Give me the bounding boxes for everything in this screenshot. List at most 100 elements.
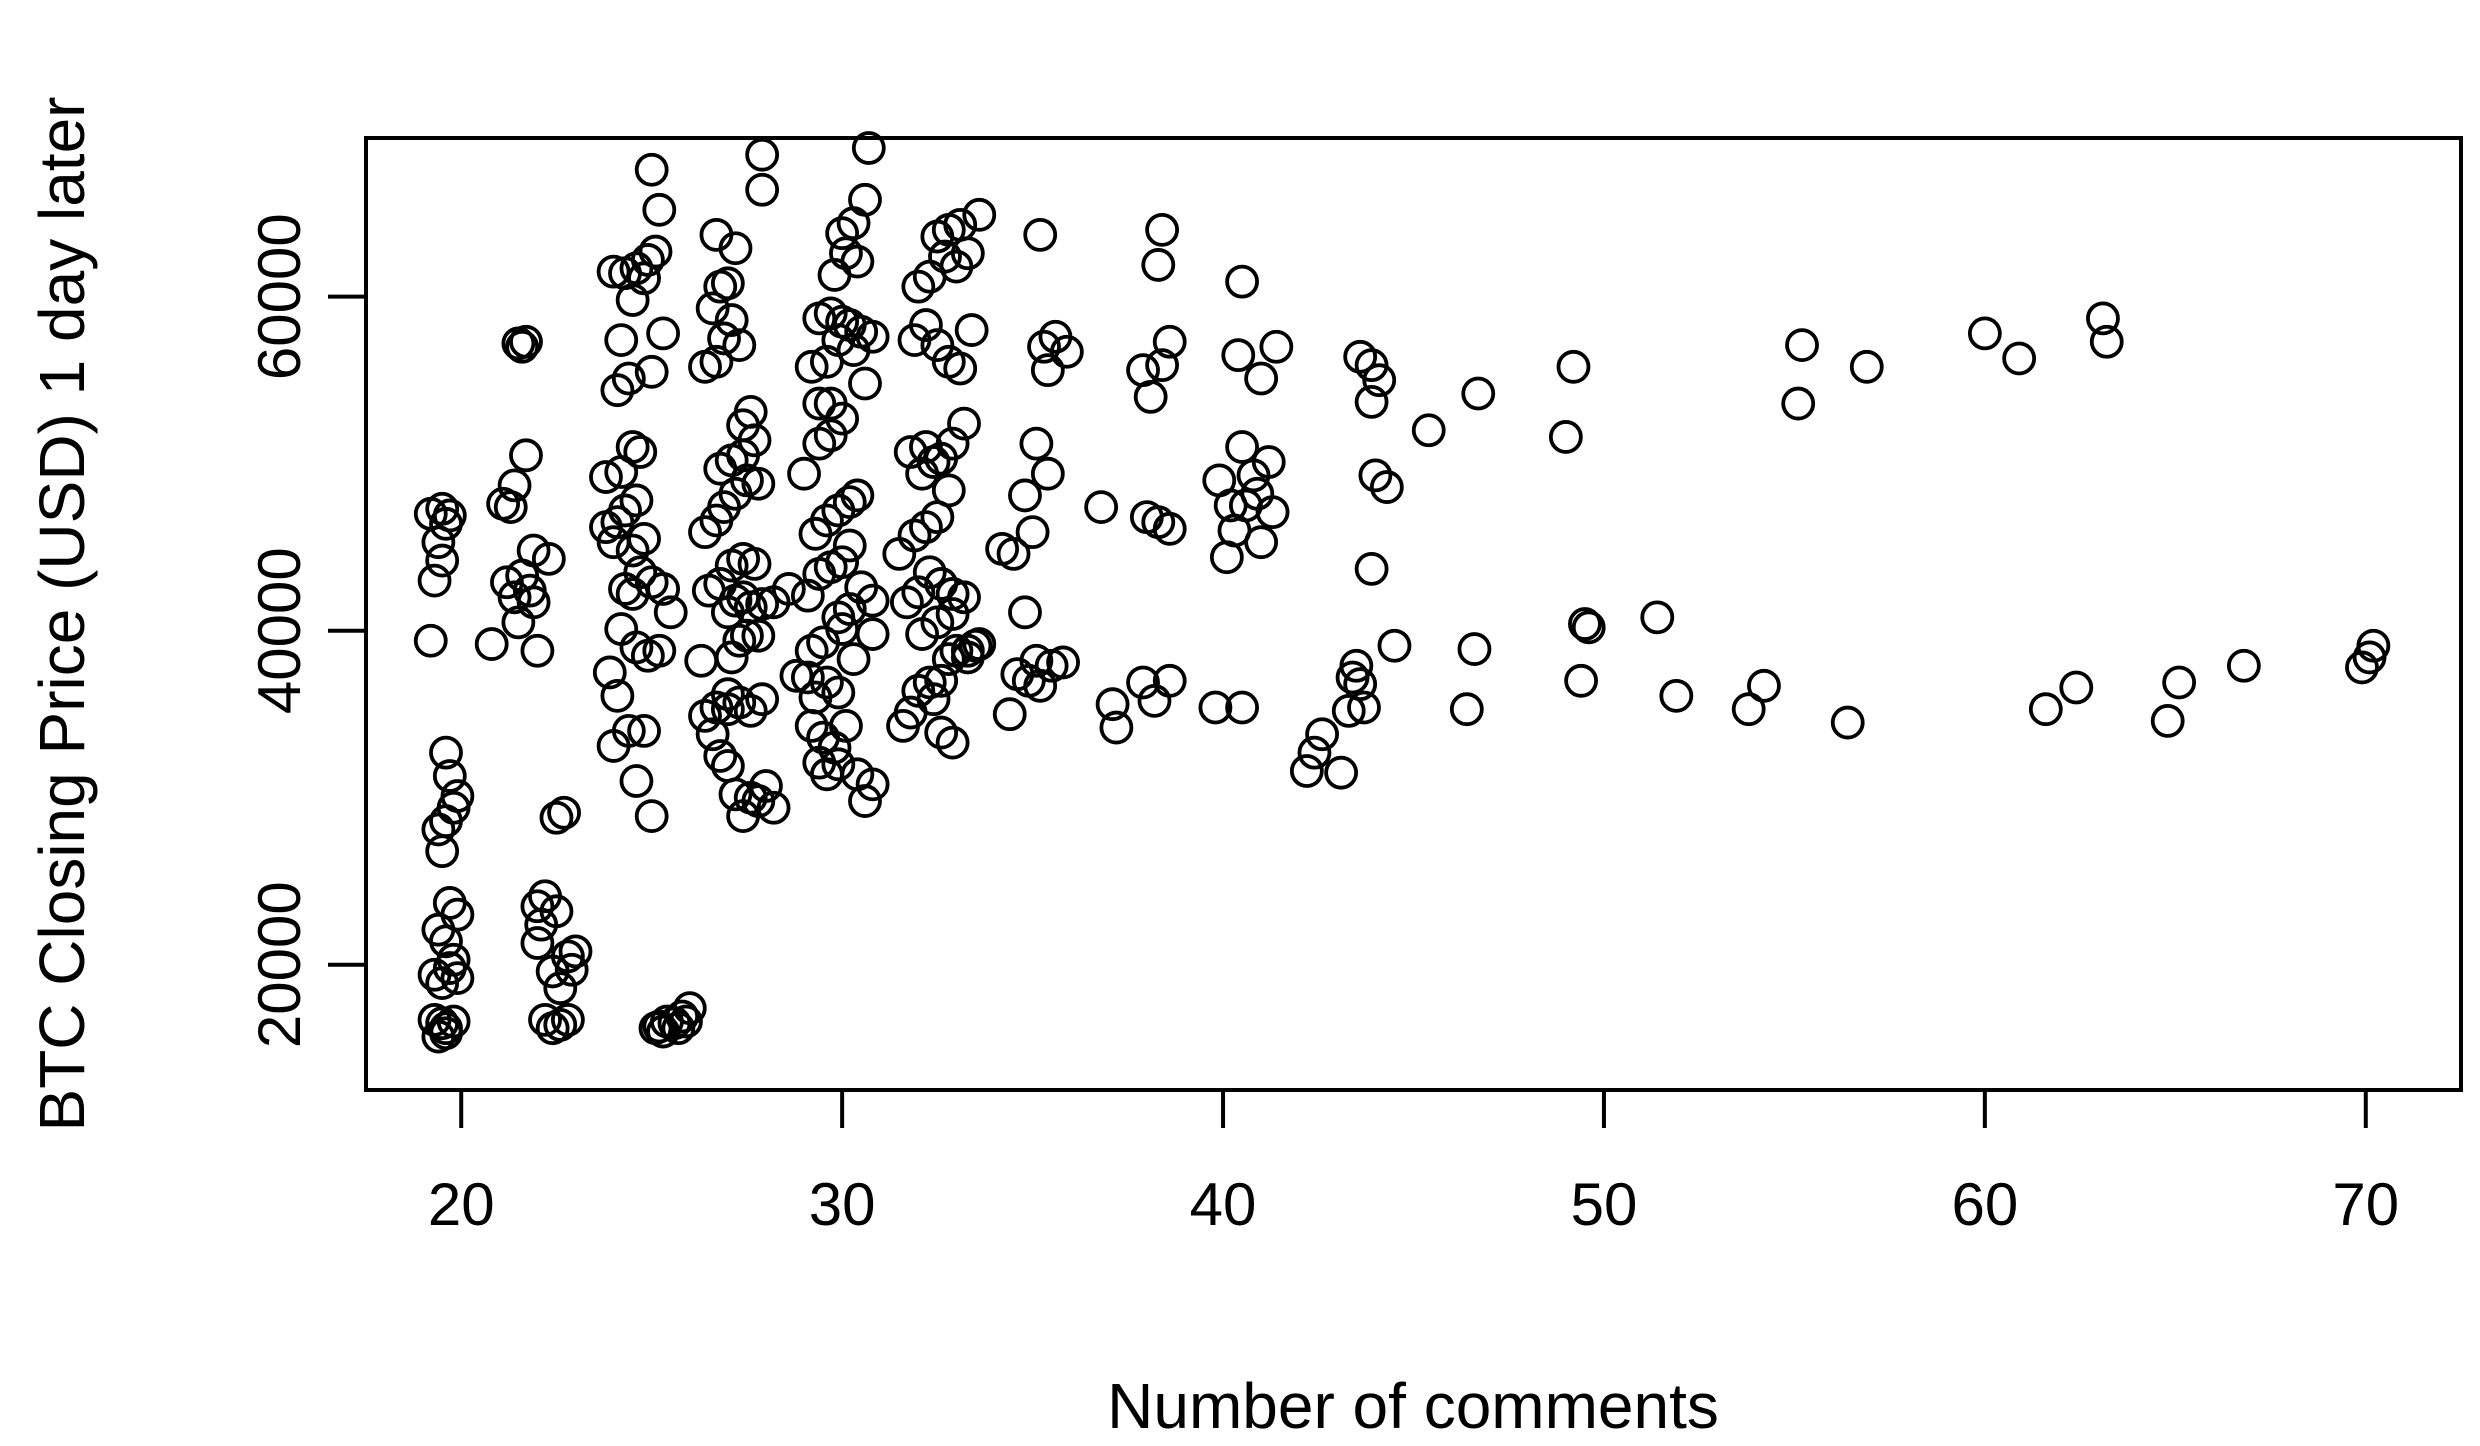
data-point bbox=[703, 567, 738, 601]
data-point bbox=[520, 889, 555, 924]
x-tick-label: 40 bbox=[1190, 1171, 1257, 1238]
data-point bbox=[787, 456, 821, 491]
data-point bbox=[821, 675, 856, 710]
data-point bbox=[1133, 379, 1168, 414]
data-point bbox=[627, 714, 661, 748]
data-point bbox=[916, 682, 951, 717]
data-point bbox=[1358, 458, 1393, 493]
y-axis: 20000 40000 60000 bbox=[246, 213, 368, 1048]
data-point bbox=[947, 406, 981, 441]
data-point bbox=[413, 623, 448, 658]
data-point bbox=[539, 894, 574, 929]
data-point bbox=[954, 313, 989, 347]
data-point bbox=[962, 197, 997, 232]
data-point bbox=[1213, 488, 1248, 523]
plot-frame bbox=[364, 136, 2463, 1092]
data-point bbox=[604, 612, 639, 646]
data-point bbox=[855, 583, 890, 618]
data-point bbox=[497, 580, 532, 615]
data-point bbox=[1019, 643, 1054, 678]
data-point bbox=[589, 460, 623, 494]
data-point bbox=[2356, 628, 2391, 663]
data-point bbox=[1849, 349, 1884, 384]
data-point bbox=[1830, 705, 1865, 740]
data-point bbox=[943, 207, 978, 242]
data-points bbox=[413, 131, 2391, 1054]
data-point bbox=[432, 886, 467, 920]
data-point bbox=[1785, 328, 1819, 363]
data-point bbox=[825, 612, 860, 646]
data-point bbox=[1008, 478, 1042, 513]
data-point bbox=[1556, 349, 1591, 384]
data-point bbox=[1457, 632, 1492, 666]
data-point bbox=[1049, 334, 1084, 369]
data-point bbox=[520, 633, 555, 668]
data-point bbox=[1236, 458, 1271, 493]
data-point bbox=[493, 490, 528, 525]
data-point bbox=[550, 1002, 585, 1037]
data-point bbox=[1225, 430, 1259, 464]
data-point bbox=[642, 192, 677, 227]
data-point bbox=[855, 617, 890, 651]
data-point bbox=[600, 373, 635, 408]
data-point bbox=[1568, 607, 1602, 641]
data-point bbox=[1461, 376, 1496, 411]
data-point bbox=[432, 759, 467, 793]
data-point bbox=[829, 709, 863, 743]
data-point bbox=[1145, 212, 1179, 247]
data-point bbox=[630, 243, 665, 277]
data-point bbox=[558, 934, 593, 969]
data-point bbox=[1152, 511, 1187, 546]
x-tick-label: 60 bbox=[1951, 1171, 2018, 1238]
data-point bbox=[1141, 248, 1176, 282]
data-point bbox=[832, 528, 867, 563]
data-point bbox=[425, 834, 460, 869]
data-point bbox=[1781, 386, 1816, 421]
data-point bbox=[1354, 348, 1389, 383]
data-point bbox=[958, 628, 993, 663]
data-point bbox=[1967, 316, 2002, 351]
data-point bbox=[1731, 692, 1766, 727]
data-point bbox=[2059, 670, 2094, 705]
data-point bbox=[802, 386, 837, 421]
data-point bbox=[733, 693, 768, 728]
data-point bbox=[745, 137, 780, 172]
data-point bbox=[1221, 338, 1256, 373]
data-point bbox=[425, 543, 460, 578]
data-point bbox=[726, 408, 760, 443]
data-point bbox=[714, 303, 749, 337]
data-point bbox=[669, 1004, 703, 1039]
data-point bbox=[547, 795, 581, 830]
data-point bbox=[848, 182, 882, 217]
data-point bbox=[1659, 678, 1694, 713]
data-point bbox=[699, 217, 734, 252]
data-point bbox=[619, 483, 654, 518]
data-point bbox=[2150, 703, 2185, 738]
data-point bbox=[935, 597, 970, 631]
data-point bbox=[516, 585, 551, 620]
data-point bbox=[992, 697, 1027, 732]
data-point bbox=[825, 216, 860, 251]
data-point bbox=[1244, 361, 1279, 396]
data-point bbox=[505, 329, 540, 364]
data-point bbox=[1126, 665, 1160, 700]
data-point bbox=[718, 777, 753, 812]
data-point bbox=[440, 779, 475, 813]
data-point bbox=[543, 971, 578, 1006]
data-point bbox=[851, 131, 886, 165]
data-point bbox=[1564, 663, 1598, 698]
data-point bbox=[592, 655, 627, 690]
data-point bbox=[611, 361, 646, 396]
data-point bbox=[931, 642, 966, 676]
data-point bbox=[912, 555, 947, 590]
data-point bbox=[2028, 692, 2063, 727]
data-point bbox=[653, 595, 688, 630]
data-point bbox=[699, 344, 734, 379]
data-point bbox=[638, 234, 673, 269]
data-point bbox=[1030, 456, 1065, 491]
data-point bbox=[1225, 264, 1259, 299]
data-point bbox=[710, 266, 745, 301]
data-point bbox=[882, 536, 917, 571]
data-point bbox=[1377, 628, 1412, 663]
data-point bbox=[539, 800, 574, 835]
